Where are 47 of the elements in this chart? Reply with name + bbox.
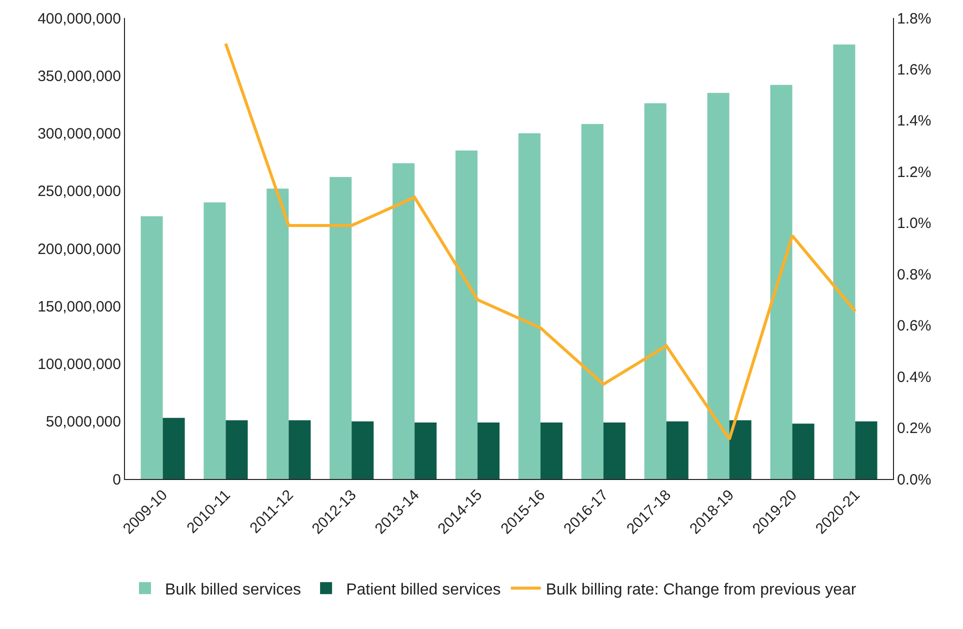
y-tick-label: 200,000,000 [38, 240, 121, 258]
bar [392, 163, 415, 479]
legend-label: Bulk billed services [165, 581, 302, 598]
bar [603, 422, 626, 479]
y-tick-label: 0 [112, 471, 121, 488]
y2-tick-label: 0.4% [897, 368, 932, 386]
bar [204, 202, 226, 479]
y-tick-label: 100,000,000 [38, 356, 121, 373]
bar [518, 133, 540, 479]
line-series [224, 42, 857, 441]
bar [162, 418, 185, 479]
y2-tick-label: 0.0% [897, 471, 932, 488]
y2-tick-label: 1.4% [897, 112, 932, 130]
bar [478, 422, 500, 479]
bar [792, 424, 814, 479]
bar [266, 188, 289, 479]
y-tick-label: 250,000,000 [38, 183, 121, 200]
bar [455, 150, 478, 479]
bar [666, 421, 688, 479]
legend-label: Patient billed services [346, 581, 501, 598]
y-tick-label: 300,000,000 [38, 126, 121, 142]
bar [330, 177, 352, 479]
y-tick-label: 350,000,000 [38, 68, 121, 85]
y2-tick-label: 0.6% [897, 318, 932, 335]
bar [226, 420, 248, 479]
bar [140, 216, 163, 479]
bar [855, 421, 878, 479]
bar [288, 420, 311, 479]
y2-tick-label: 1.2% [897, 164, 932, 181]
bar [707, 92, 730, 479]
y-tick-label: 400,000,000 [38, 10, 121, 28]
bar [414, 422, 437, 479]
y2-tick-label: 1.0% [897, 215, 932, 232]
y2-tick-label: 0.8% [897, 266, 932, 284]
bar [770, 84, 792, 479]
y2-tick-label: 0.2% [897, 420, 932, 438]
legend-label: Bulk billing rate: Change from previous year [546, 581, 857, 598]
y-tick-label: 50,000,000 [46, 414, 121, 431]
y2-tick-label: 1.8% [897, 10, 932, 28]
y2-tick-label: 1.6% [897, 61, 932, 78]
bar [581, 124, 604, 479]
bar [540, 422, 563, 479]
bar [729, 420, 752, 479]
bar [644, 103, 666, 479]
bar [833, 44, 856, 479]
bar [352, 421, 374, 479]
y-tick-label: 150,000,000 [38, 298, 121, 316]
